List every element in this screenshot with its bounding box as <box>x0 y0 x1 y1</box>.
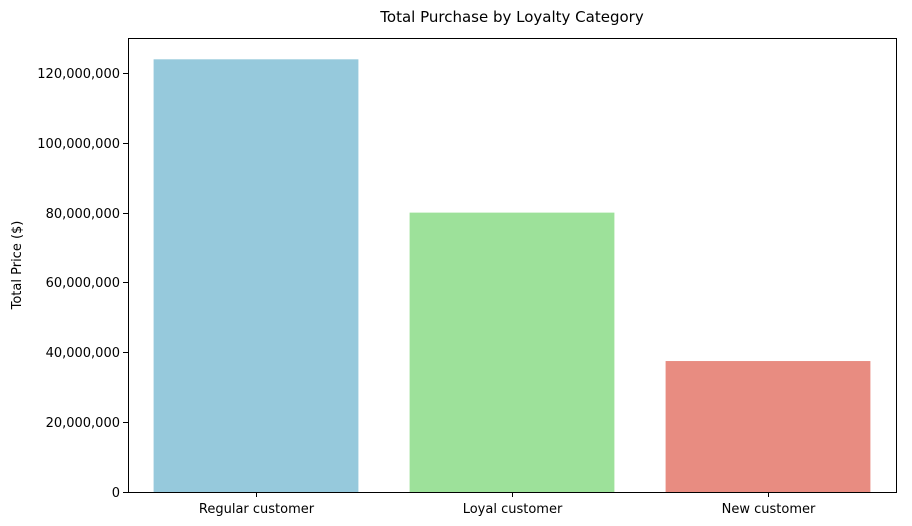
bars <box>153 59 871 493</box>
y-tick-label: 0 <box>112 486 120 501</box>
chart-title: Total Purchase by Loyalty Category <box>379 8 644 26</box>
axes-frame <box>128 38 897 493</box>
y-tick-label: 100,000,000 <box>37 137 120 152</box>
bar-new-customer <box>665 361 871 492</box>
y-tick-label: 60,000,000 <box>46 276 120 291</box>
plot-frame <box>128 38 897 493</box>
bar-loyal-customer <box>409 212 615 492</box>
y-tick-label: 40,000,000 <box>46 346 120 361</box>
x-tick-label: Regular customer <box>199 502 315 517</box>
y-tick-label: 80,000,000 <box>46 207 120 222</box>
y-tick-label: 20,000,000 <box>46 416 120 431</box>
y-axis-title: Total Price ($) <box>10 221 25 311</box>
x-tick-label: Loyal customer <box>463 502 563 517</box>
y-tick-label: 120,000,000 <box>37 67 120 82</box>
y-axis-ticks: 0 20,000,000 40,000,000 60,000,000 80,000,00… <box>37 67 128 501</box>
x-tick-label: New customer <box>722 502 816 517</box>
x-axis-ticks: Regular customer Loyal customer New custom… <box>199 492 816 517</box>
bar-regular-customer <box>153 59 359 493</box>
